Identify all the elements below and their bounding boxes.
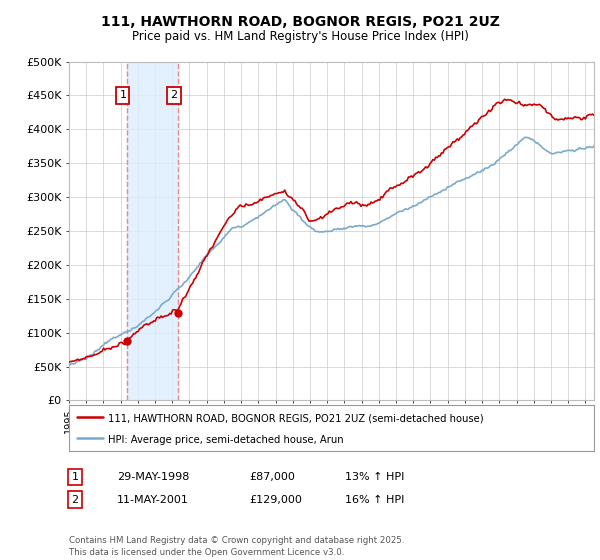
Text: 16% ↑ HPI: 16% ↑ HPI — [345, 494, 404, 505]
Text: Contains HM Land Registry data © Crown copyright and database right 2025.
This d: Contains HM Land Registry data © Crown c… — [69, 536, 404, 557]
Text: 29-MAY-1998: 29-MAY-1998 — [117, 472, 190, 482]
Text: 11-MAY-2001: 11-MAY-2001 — [117, 494, 189, 505]
Text: 1: 1 — [71, 472, 79, 482]
Text: 111, HAWTHORN ROAD, BOGNOR REGIS, PO21 2UZ (semi-detached house): 111, HAWTHORN ROAD, BOGNOR REGIS, PO21 2… — [109, 414, 484, 424]
Text: 2: 2 — [71, 494, 79, 505]
Text: HPI: Average price, semi-detached house, Arun: HPI: Average price, semi-detached house,… — [109, 435, 344, 445]
Text: £129,000: £129,000 — [249, 494, 302, 505]
Text: Price paid vs. HM Land Registry's House Price Index (HPI): Price paid vs. HM Land Registry's House … — [131, 30, 469, 44]
Text: 2: 2 — [170, 91, 178, 100]
Text: 1: 1 — [119, 91, 127, 100]
Text: 111, HAWTHORN ROAD, BOGNOR REGIS, PO21 2UZ: 111, HAWTHORN ROAD, BOGNOR REGIS, PO21 2… — [101, 15, 499, 29]
Text: 13% ↑ HPI: 13% ↑ HPI — [345, 472, 404, 482]
Text: £87,000: £87,000 — [249, 472, 295, 482]
Bar — [127, 62, 178, 400]
